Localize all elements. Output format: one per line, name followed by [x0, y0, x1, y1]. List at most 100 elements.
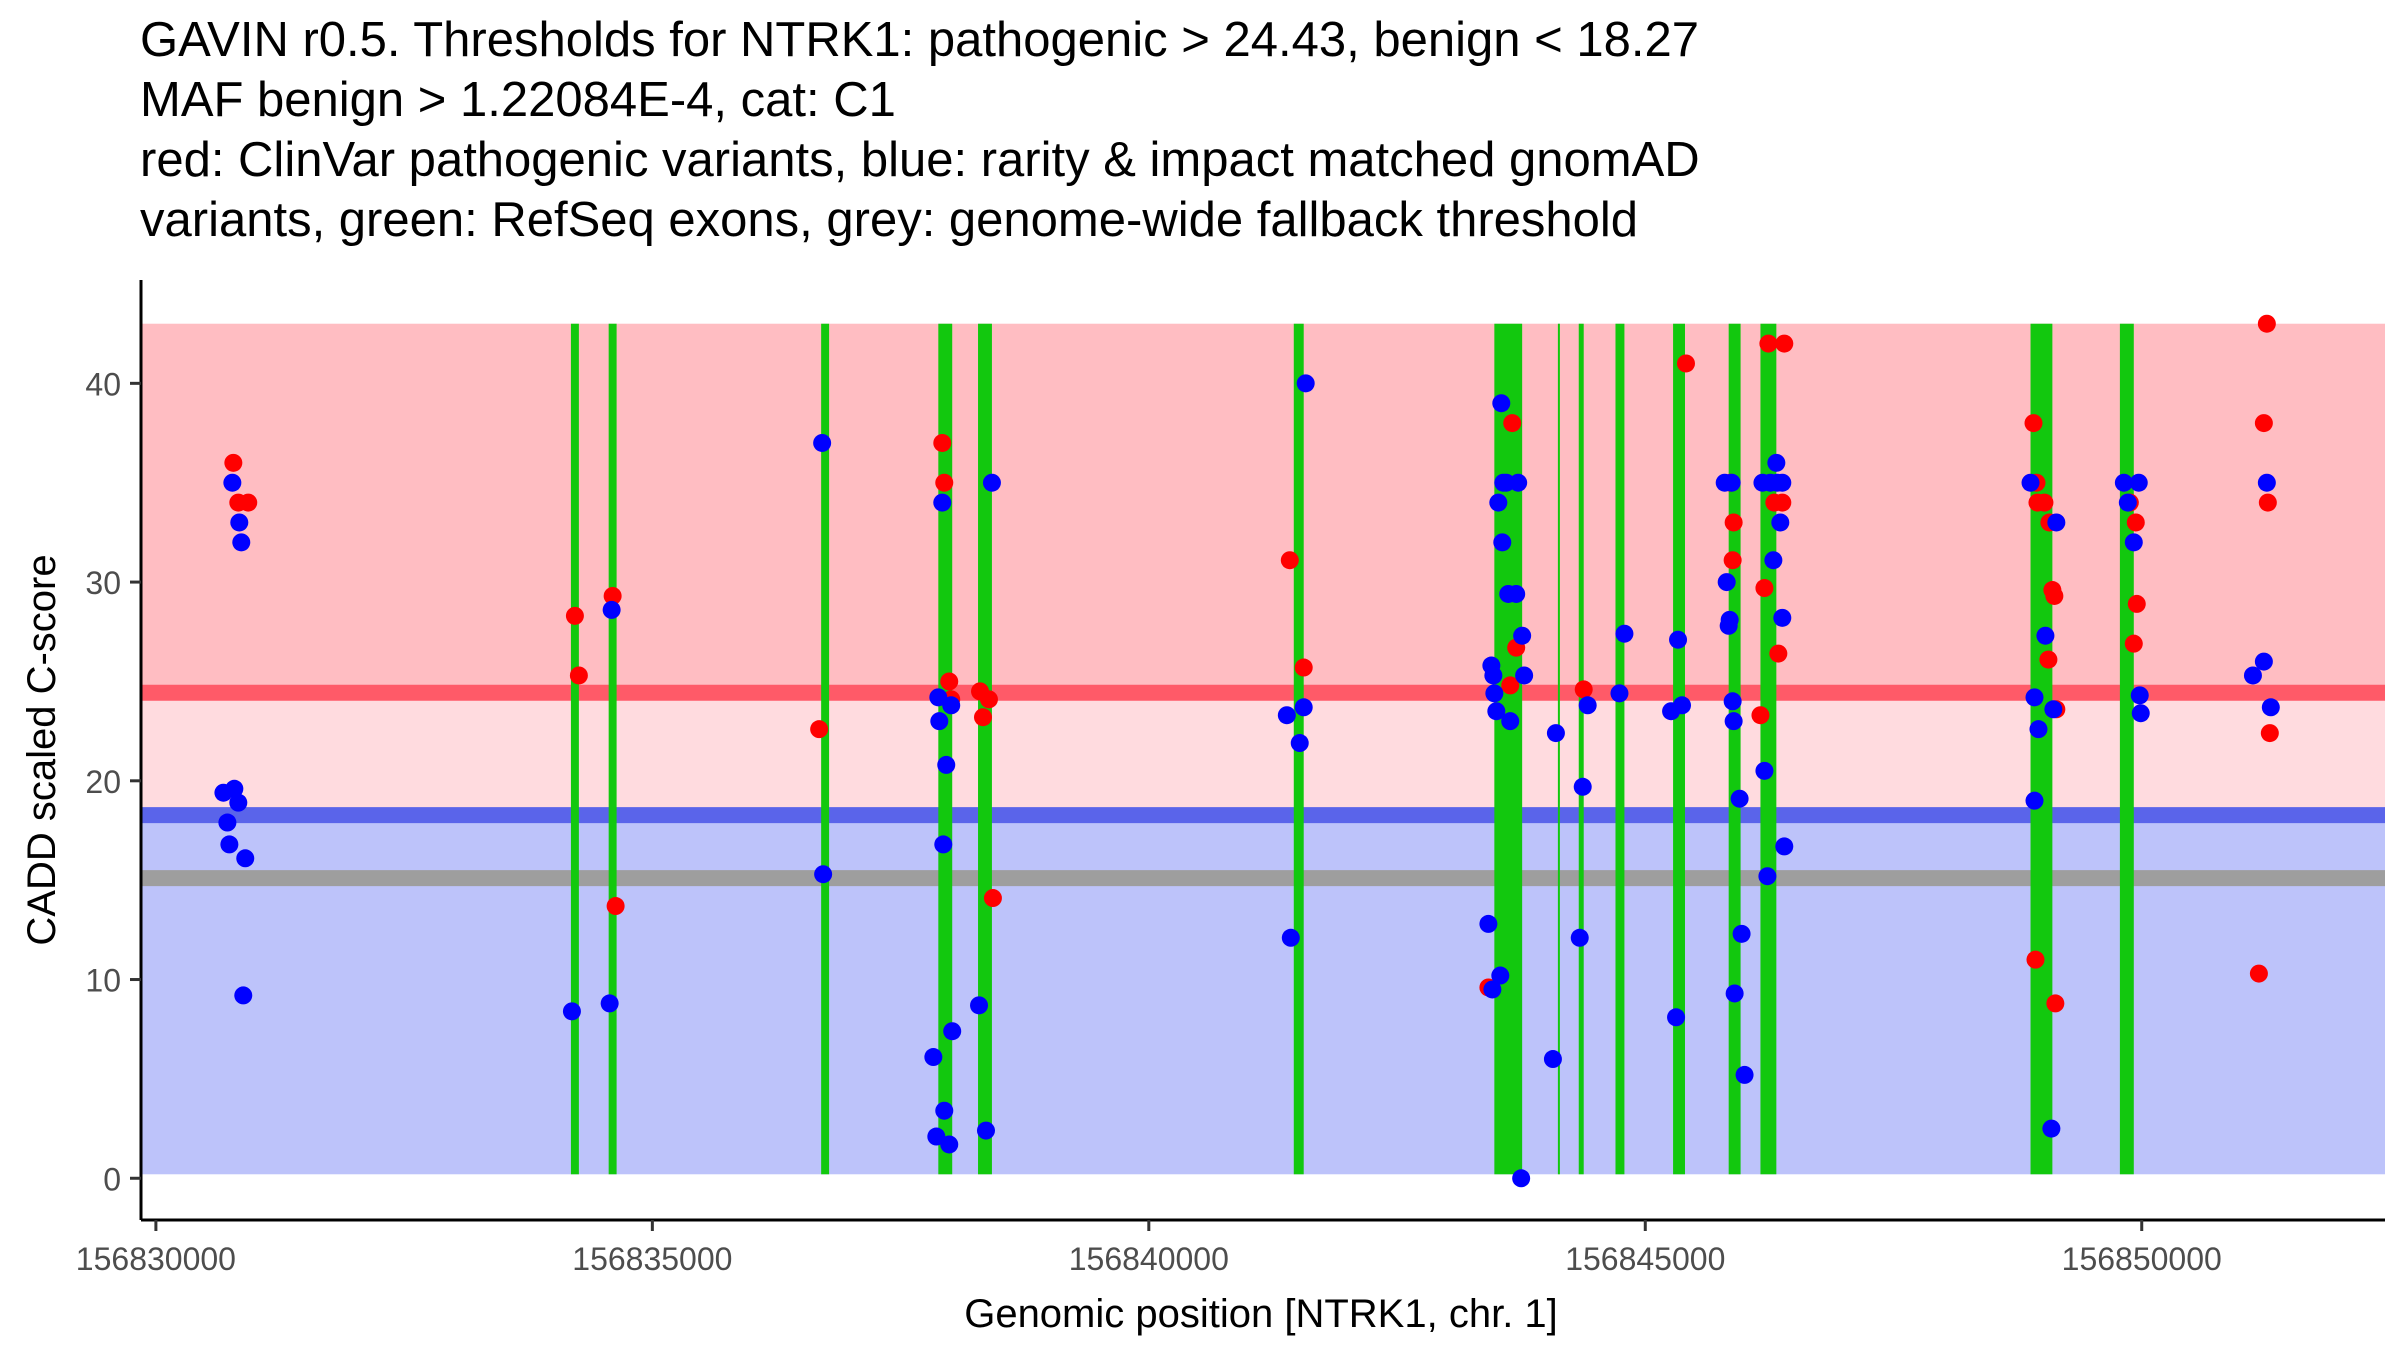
clinvar-point: [935, 473, 954, 492]
gnomad-point: [230, 513, 249, 532]
gnomad-point: [1667, 1008, 1686, 1027]
gnomad-point: [1570, 928, 1589, 947]
gnomad-point: [2114, 473, 2133, 492]
gnomad-point: [1512, 1169, 1531, 1188]
exon-bar: [1557, 323, 1560, 1175]
gnomad-point: [934, 835, 953, 854]
clinvar-point: [2254, 414, 2273, 433]
gnomad-point: [236, 849, 255, 868]
exon-bar: [1728, 323, 1741, 1175]
clinvar-point: [1501, 676, 1520, 695]
clinvar-point: [1503, 414, 1522, 433]
gnomad-point: [970, 996, 989, 1015]
clinvar-point: [2035, 493, 2054, 512]
clinvar-point: [569, 666, 588, 685]
gnomad-point: [1725, 984, 1744, 1003]
gnomad-point: [929, 688, 948, 707]
gnomad-point: [1722, 473, 1741, 492]
clinvar-point: [2026, 950, 2045, 969]
gnomad-point: [927, 1127, 946, 1146]
gnomad-point: [2124, 533, 2143, 552]
gnomad-point: [1509, 473, 1528, 492]
gnomad-point: [1546, 724, 1565, 743]
gnomad-point: [1735, 1065, 1754, 1084]
gnomad-point: [942, 696, 961, 715]
gnomad-point: [1732, 924, 1751, 943]
clinvar-point: [1769, 644, 1788, 663]
gnomad-point: [1493, 533, 1512, 552]
gnomad-point: [1296, 374, 1315, 393]
gnomad-point: [602, 600, 621, 619]
gnomad-point: [1717, 573, 1736, 592]
gnomad-point: [1610, 684, 1629, 703]
gnomad-point: [935, 1101, 954, 1120]
clinvar-point: [1574, 680, 1593, 699]
gnomad-point: [1492, 394, 1511, 413]
gnomad-point: [1767, 453, 1786, 472]
y-tick-label: 10: [85, 963, 121, 999]
gnomad-point: [1720, 610, 1739, 629]
exon-bar: [1673, 323, 1685, 1175]
title-line-1: GAVIN r0.5. Thresholds for NTRK1: pathog…: [140, 13, 1699, 67]
gnomad-point: [2047, 513, 2066, 532]
gnomad-point: [976, 1121, 995, 1140]
gnomad-point: [2025, 688, 2044, 707]
x-tick-label: 156835000: [572, 1241, 732, 1277]
title-line-4: variants, green: RefSeq exons, grey: gen…: [140, 193, 1639, 247]
x-tick-label: 156845000: [1565, 1241, 1725, 1277]
clinvar-point: [2024, 414, 2043, 433]
clinvar-point: [2039, 650, 2058, 669]
gnomad-point: [1673, 696, 1692, 715]
gnomad-point: [232, 533, 251, 552]
gnomad-point: [1578, 696, 1597, 715]
gnomad-point: [2021, 473, 2040, 492]
pathogenic-band: [141, 323, 2385, 693]
gnomad-point: [924, 1048, 943, 1067]
gnomad-point: [1513, 626, 1532, 645]
clinvar-point: [2249, 964, 2268, 983]
gnomad-point: [1773, 608, 1792, 627]
x-axis-label: Genomic position [NTRK1, chr. 1]: [964, 1292, 1558, 1336]
gnomad-point: [2129, 473, 2148, 492]
exon-bar: [2119, 323, 2134, 1175]
gnomad-point: [2118, 493, 2137, 512]
clinvar-point: [1751, 706, 1770, 725]
clinvar-point: [2257, 314, 2276, 333]
clinvar-point: [940, 672, 959, 691]
gnomad-point: [229, 793, 248, 812]
x-tick-label: 156850000: [2062, 1241, 2222, 1277]
clinvar-point: [1723, 551, 1742, 570]
gnomad-point: [2131, 704, 2150, 723]
gnomad-point: [813, 433, 832, 452]
gnomad-point: [933, 493, 952, 512]
exon-bar: [2030, 323, 2053, 1175]
gnomad-point: [1484, 666, 1503, 685]
gnomad-point: [2261, 698, 2280, 717]
gnomad-point: [1764, 551, 1783, 570]
clinvar-point: [1280, 551, 1299, 570]
gnomad-point: [1669, 630, 1688, 649]
y-axis-label: CADD scaled C-score: [20, 554, 64, 945]
gnomad-point: [1485, 684, 1504, 703]
gnomad-point: [218, 813, 237, 832]
clinvar-point: [810, 720, 829, 739]
gnomad-point: [2042, 1119, 2061, 1138]
clinvar-point: [1676, 354, 1695, 373]
clinvar-point: [983, 889, 1002, 908]
clinvar-point: [979, 690, 998, 709]
y-tick-label: 40: [85, 366, 121, 402]
gnomad-point: [562, 1002, 581, 1021]
exon-bar: [1494, 323, 1523, 1175]
gnomad-point: [234, 986, 253, 1005]
gnomad-point: [1491, 966, 1510, 985]
gnomad-point: [930, 712, 949, 731]
clinvar-point: [603, 586, 622, 605]
gnomad-point: [1723, 692, 1742, 711]
gnomad-point: [2254, 652, 2273, 671]
gnomad-point: [1730, 789, 1749, 808]
gnomad-point: [1507, 584, 1526, 603]
clinvar-point: [1775, 334, 1794, 353]
gnomad-point: [225, 779, 244, 798]
variant-points: [214, 314, 2280, 1188]
